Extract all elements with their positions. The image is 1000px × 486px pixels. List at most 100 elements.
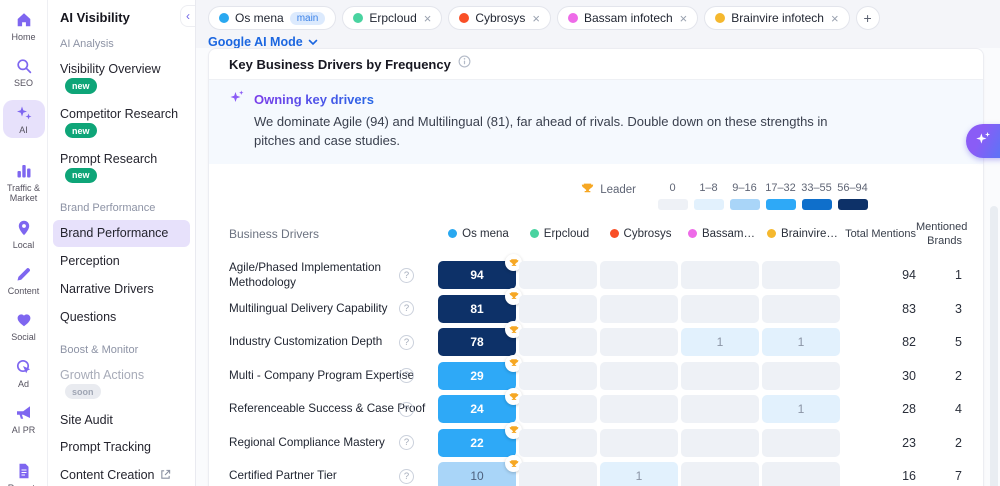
heatmap-cell[interactable]: 1 <box>600 462 678 486</box>
help-icon[interactable]: ? <box>399 301 414 317</box>
rail-item-home[interactable]: Home <box>3 7 45 45</box>
heatmap-cell[interactable] <box>762 462 840 486</box>
legend-bin-swatch <box>693 198 724 210</box>
brand-color-dot <box>567 13 578 23</box>
remove-chip-icon[interactable]: × <box>679 10 688 26</box>
heatmap-cell[interactable] <box>519 428 597 457</box>
info-icon[interactable] <box>458 55 471 73</box>
heatmap-cell[interactable] <box>600 361 678 390</box>
rail-item-ad[interactable]: Ad <box>3 354 45 392</box>
sidebar-item-prompt-tracking[interactable]: Prompt Tracking <box>53 434 190 461</box>
heatmap-cell[interactable] <box>681 395 759 424</box>
cell-value: 94 <box>470 268 484 283</box>
rail-item-social[interactable]: Social <box>3 307 45 345</box>
help-icon[interactable]: ? <box>399 401 414 417</box>
heatmap-cell[interactable]: 22 <box>438 421 522 457</box>
brand-chip-bassam-infotech[interactable]: Bassam infotech × <box>556 6 699 30</box>
rail-item-seo[interactable]: SEO <box>3 53 45 91</box>
brand-chip-os-mena[interactable]: Os mena main <box>208 6 337 30</box>
heatmap-cell[interactable] <box>681 361 759 390</box>
rail-item-local[interactable]: Local <box>3 215 45 253</box>
cell-value: 1 <box>797 402 805 417</box>
brand-chip-cybrosys[interactable]: Cybrosys × <box>448 6 551 30</box>
heatmap-cell[interactable] <box>519 261 597 290</box>
total-mentions-value: 16 <box>902 469 916 484</box>
remove-chip-icon[interactable]: × <box>532 10 540 26</box>
soon-badge: soon <box>65 384 101 400</box>
heatmap-cell[interactable] <box>519 395 597 424</box>
heatmap-cell[interactable] <box>519 462 597 486</box>
sidebar-item-perception[interactable]: Perception <box>53 248 190 275</box>
sidebar-item-label: Visibility Overview <box>60 62 161 76</box>
rail-item-reports[interactable]: Reports <box>3 458 45 486</box>
heatmap-cell[interactable] <box>519 294 597 323</box>
home-icon <box>14 10 34 30</box>
remove-chip-icon[interactable]: × <box>830 10 839 26</box>
heatmap-cell[interactable] <box>600 261 678 290</box>
heatmap-cell[interactable] <box>600 428 678 457</box>
heatmap-cell[interactable] <box>600 395 678 424</box>
rail-item-traffic-market[interactable]: Traffic & Market <box>3 158 45 207</box>
heatmap-cell[interactable] <box>681 261 759 290</box>
row-label: Regional Compliance Mastery <box>229 435 385 449</box>
heatmap-cell[interactable] <box>762 294 840 323</box>
heatmap-cell[interactable] <box>762 261 840 290</box>
column-header-mentioned-brands: Mentioned Brands <box>916 220 968 247</box>
heatmap-cell[interactable] <box>762 428 840 457</box>
heatmap-cell[interactable]: 78 <box>438 321 522 357</box>
brand-chip-erpcloud[interactable]: Erpcloud × <box>342 6 443 30</box>
sidebar-item-prompt-research[interactable]: Prompt Researchnew <box>53 146 190 190</box>
ai-mode-selector[interactable]: Google AI Mode <box>208 35 318 49</box>
sidebar-item-narrative-drivers[interactable]: Narrative Drivers <box>53 276 190 303</box>
scrollbar-thumb[interactable] <box>990 206 998 486</box>
rail-item-ai[interactable]: AI <box>2 99 45 139</box>
rail-item-ai-pr[interactable]: AI PR <box>3 400 45 438</box>
add-competitor-button[interactable]: + <box>855 6 880 30</box>
legend-bin: 1–8 <box>693 182 724 210</box>
help-icon[interactable]: ? <box>399 468 414 484</box>
legend-bin-label: 0 <box>669 181 676 194</box>
heatmap-cell[interactable] <box>600 294 678 323</box>
heatmap-cell[interactable] <box>681 428 759 457</box>
heatmap-cell[interactable]: 1 <box>681 328 759 357</box>
help-icon[interactable]: ? <box>399 267 414 283</box>
sidebar-item-growth-actions[interactable]: Growth Actions soon <box>53 362 190 406</box>
sidebar-item-competitor-research[interactable]: Competitor Research new <box>53 101 190 145</box>
heatmap-cell[interactable]: 24 <box>438 388 522 424</box>
heatmap-cell[interactable]: 81 <box>438 287 522 323</box>
brand-column-label: Cybrosys <box>623 227 672 240</box>
help-icon[interactable]: ? <box>399 334 414 350</box>
rail-item-content[interactable]: Content <box>3 261 45 299</box>
insight-panel: Owning key drivers We dominate Agile (94… <box>209 80 983 164</box>
help-icon[interactable]: ? <box>399 368 414 384</box>
brand-chip-label: Erpcloud <box>369 11 417 25</box>
heatmap-cell[interactable]: 10 <box>438 455 522 486</box>
remove-chip-icon[interactable]: × <box>423 10 432 26</box>
heatmap-cell[interactable] <box>519 361 597 390</box>
heatmap-cell[interactable]: 1 <box>762 328 840 357</box>
mentioned-brands-value: 5 <box>955 335 962 350</box>
ai-copilot-button[interactable] <box>966 124 1000 158</box>
heatmap-cell[interactable]: 1 <box>762 395 840 424</box>
heatmap-cell[interactable] <box>681 294 759 323</box>
heatmap-cell[interactable] <box>762 361 840 390</box>
sidebar-item-brand-performance[interactable]: Brand Performance <box>53 220 190 248</box>
sidebar-item-questions[interactable]: Questions <box>53 304 190 331</box>
sidebar-item-site-audit[interactable]: Site Audit <box>53 407 190 434</box>
heatmap-cell[interactable] <box>600 328 678 357</box>
help-icon[interactable]: ? <box>399 435 414 451</box>
heatmap-cell[interactable]: 29 <box>438 354 522 390</box>
sidebar-item-content-creation[interactable]: Content Creation <box>53 462 190 486</box>
heatmap-cell[interactable]: 94 <box>438 254 522 290</box>
sidebar-collapse-button[interactable]: ‹ <box>180 5 195 27</box>
sidebar-item-visibility-overview[interactable]: Visibility Overview new <box>53 56 190 100</box>
mentioned-brands-value: 4 <box>955 402 962 417</box>
mentioned-brands-value: 1 <box>955 268 962 283</box>
leader-trophy-badge <box>505 421 522 439</box>
brand-chip-brainvire-infotech[interactable]: Brainvire infotech × <box>704 6 850 30</box>
table-row: Multi - Company Program Expertise? 29 30 2 <box>209 354 983 393</box>
heatmap-cell[interactable] <box>681 462 759 486</box>
table-row: Agile/Phased Implementation Methodology?… <box>209 254 983 292</box>
total-mentions-value: 83 <box>902 301 916 316</box>
heatmap-cell[interactable] <box>519 328 597 357</box>
